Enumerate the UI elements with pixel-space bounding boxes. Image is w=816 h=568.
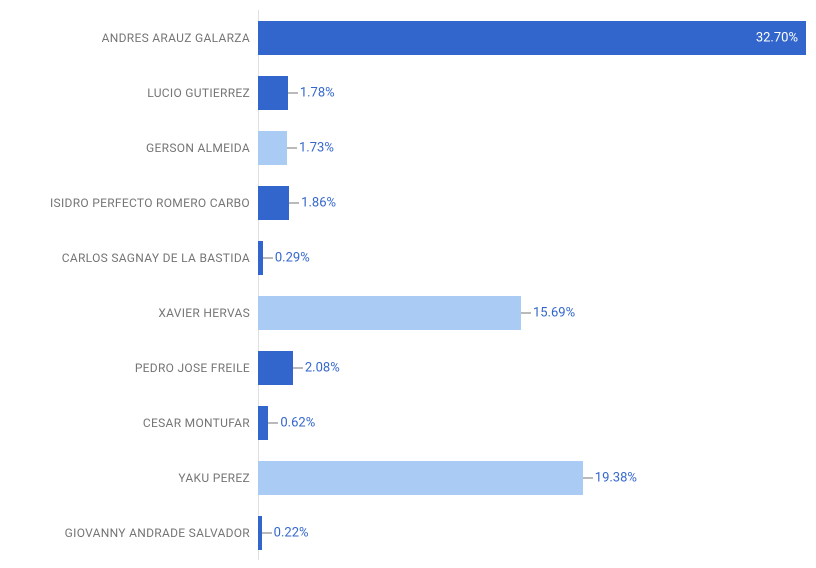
bar[interactable]: 15.69% [258, 296, 521, 330]
bar-category-label: CESAR MONTUFAR [0, 416, 258, 430]
bar-value-wrap: 1.86% [289, 195, 336, 210]
bar-cell: 19.38% [258, 450, 806, 505]
tick-mark [288, 92, 298, 93]
bar[interactable]: 1.73% [258, 131, 287, 165]
chart-row: PEDRO JOSE FREILE2.08% [0, 340, 806, 395]
bar-category-label: CARLOS SAGNAY DE LA BASTIDA [0, 251, 258, 265]
tick-mark [293, 367, 303, 368]
chart-row: ISIDRO PERFECTO ROMERO CARBO1.86% [0, 175, 806, 230]
bar-value-wrap: 0.22% [262, 525, 309, 540]
bar-value-label: 0.62% [278, 415, 315, 430]
bar[interactable]: 0.62% [258, 406, 268, 440]
chart-row: CARLOS SAGNAY DE LA BASTIDA0.29% [0, 230, 806, 285]
bar-category-label: LUCIO GUTIERREZ [0, 86, 258, 100]
tick-mark [289, 202, 299, 203]
bar[interactable]: 2.08% [258, 351, 293, 385]
bar-value-label: 1.78% [298, 85, 335, 100]
chart-row: CESAR MONTUFAR0.62% [0, 395, 806, 450]
bar-cell: 32.70% [258, 10, 806, 65]
bar-value-wrap: 0.62% [268, 415, 315, 430]
bar-category-label: YAKU PEREZ [0, 471, 258, 485]
bar-value-wrap: 15.69% [521, 305, 575, 320]
bar-cell: 1.73% [258, 120, 806, 175]
bar-cell: 1.78% [258, 65, 806, 120]
bar-category-label: ISIDRO PERFECTO ROMERO CARBO [0, 196, 258, 210]
bar-value-label: 0.29% [273, 250, 310, 265]
bar-category-label: GERSON ALMEIDA [0, 141, 258, 155]
bar-value-label: 15.69% [531, 305, 575, 320]
tick-mark [268, 422, 278, 423]
bar-value-label: 19.38% [593, 470, 637, 485]
chart-row: ANDRES ARAUZ GALARZA 32.70% [0, 10, 806, 65]
bar-value-wrap: 1.78% [288, 85, 335, 100]
bar-category-label: GIOVANNY ANDRADE SALVADOR [0, 526, 258, 540]
bar[interactable]: 32.70% [258, 21, 806, 55]
tick-mark [583, 477, 593, 478]
bar-value-label: 2.08% [303, 360, 340, 375]
bar-cell: 0.62% [258, 395, 806, 450]
bar-value-label: 32.70% [756, 30, 798, 45]
bar-value-label: 1.86% [299, 195, 336, 210]
chart-row: GIOVANNY ANDRADE SALVADOR0.22% [0, 505, 806, 560]
bar[interactable]: 0.29% [258, 241, 263, 275]
bar-value-wrap: 2.08% [293, 360, 340, 375]
bar-value-label: 0.22% [272, 525, 309, 540]
bar-cell: 2.08% [258, 340, 806, 395]
tick-mark [262, 532, 272, 533]
tick-mark [263, 257, 273, 258]
bar-cell: 0.22% [258, 505, 806, 560]
chart-row: GERSON ALMEIDA1.73% [0, 120, 806, 175]
chart-container: ANDRES ARAUZ GALARZA 32.70% LUCIO GUTIERRE… [0, 0, 816, 568]
chart-row: LUCIO GUTIERREZ1.78% [0, 65, 806, 120]
bar-category-label: PEDRO JOSE FREILE [0, 361, 258, 375]
chart-row: XAVIER HERVAS15.69% [0, 285, 806, 340]
chart-row: YAKU PEREZ19.38% [0, 450, 806, 505]
tick-mark [287, 147, 297, 148]
bar-cell: 0.29% [258, 230, 806, 285]
bar-category-label: ANDRES ARAUZ GALARZA [0, 31, 258, 45]
bar-value-label: 1.73% [297, 140, 334, 155]
bar-cell: 1.86% [258, 175, 806, 230]
bar-value-wrap: 1.73% [287, 140, 334, 155]
bar-category-label: XAVIER HERVAS [0, 306, 258, 320]
bar-value-wrap: 19.38% [583, 470, 637, 485]
bar-cell: 15.69% [258, 285, 806, 340]
bar[interactable]: 1.86% [258, 186, 289, 220]
bar[interactable]: 1.78% [258, 76, 288, 110]
tick-mark [521, 312, 531, 313]
bar[interactable]: 19.38% [258, 461, 583, 495]
bar-value-wrap: 0.29% [263, 250, 310, 265]
bar[interactable]: 0.22% [258, 516, 262, 550]
